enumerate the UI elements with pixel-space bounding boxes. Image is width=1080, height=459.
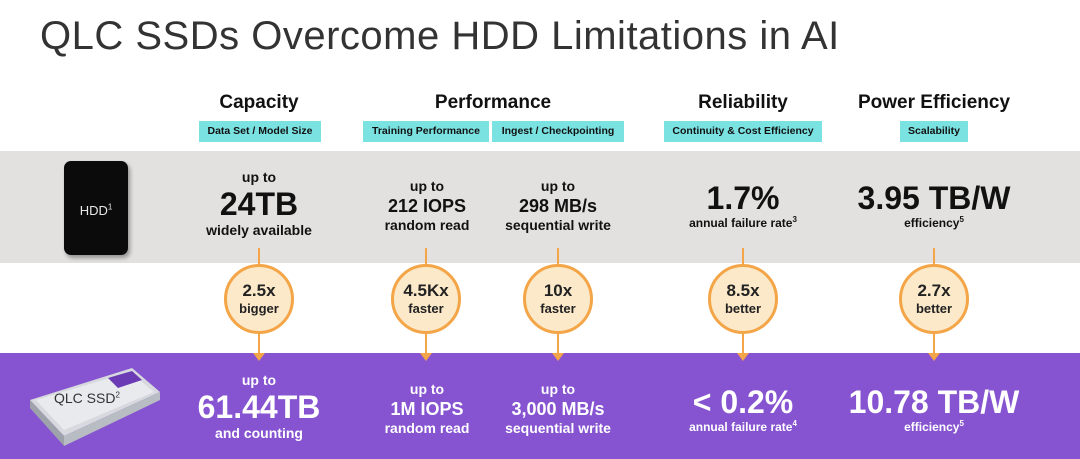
ssd-device-label: QLC SSD2 xyxy=(54,390,120,406)
training-performance-tag: Training Performance xyxy=(363,121,489,142)
comparison-value: 4.5Kx xyxy=(403,281,449,300)
ssd-seq-value: 3,000 MB/s xyxy=(511,399,605,419)
hdd-seq-label: sequential write xyxy=(505,217,611,233)
reliability-comparison-badge: 8.5x better xyxy=(708,264,778,334)
comparison-value: 10x xyxy=(543,281,573,300)
hdd-iops-stat: up to 212 IOPS random read xyxy=(385,178,470,234)
ssd-iops-pre: up to xyxy=(409,381,445,397)
hdd-seq-value: 298 MB/s xyxy=(518,196,598,216)
ssd-power-stat: 10.78 TB/W efficiency5 xyxy=(849,384,1020,435)
hdd-power-value: 3.95 TB/W xyxy=(857,180,1011,216)
hdd-device-label: HDD1 xyxy=(79,202,113,218)
capacity-heading: Capacity xyxy=(219,92,299,113)
capacity-comparison-badge: 2.5x bigger xyxy=(224,264,294,334)
hdd-capacity-stat: up to 24TB widely available xyxy=(206,169,312,239)
reliability-heading: Reliability xyxy=(698,92,788,113)
arrow-down-icon xyxy=(928,353,940,361)
hdd-power-stat: 3.95 TB/W efficiency5 xyxy=(858,180,1011,231)
comparison-value: 2.5x xyxy=(242,281,276,300)
capacity-tag: Data Set / Model Size xyxy=(199,121,321,142)
comparison-label: better xyxy=(915,301,953,316)
ssd-power-label: efficiency5 xyxy=(904,419,964,435)
hdd-reliability-value: 1.7% xyxy=(706,180,780,216)
ingest-checkpointing-tag: Ingest / Checkpointing xyxy=(492,121,624,142)
power-comparison-badge: 2.7x better xyxy=(899,264,969,334)
ssd-iops-value: 1M IOPS xyxy=(390,399,464,419)
arrow-down-icon xyxy=(420,353,432,361)
ssd-seq-label: sequential write xyxy=(505,420,611,436)
hdd-reliability-label: annual failure rate3 xyxy=(689,215,797,231)
ssd-seq-stat: up to 3,000 MB/s sequential write xyxy=(505,381,611,437)
comparison-label: faster xyxy=(540,301,576,316)
performance-heading: Performance xyxy=(434,92,552,113)
hdd-seq-pre: up to xyxy=(540,178,576,194)
arrow-down-icon xyxy=(552,353,564,361)
hdd-power-label: efficiency5 xyxy=(904,215,964,231)
ssd-seq-pre: up to xyxy=(540,381,576,397)
ssd-capacity-label: and counting xyxy=(215,425,303,441)
power-efficiency-heading: Power Efficiency xyxy=(857,92,1011,113)
hdd-iops-label: random read xyxy=(384,217,470,233)
ssd-reliability-stat: < 0.2% annual failure rate4 xyxy=(689,384,797,435)
comparison-label: better xyxy=(724,301,762,316)
ssd-power-value: 10.78 TB/W xyxy=(848,384,1020,420)
arrow-down-icon xyxy=(253,353,265,361)
comparison-value: 8.5x xyxy=(726,281,760,300)
hdd-reliability-stat: 1.7% annual failure rate3 xyxy=(689,180,797,231)
ssd-iops-label: random read xyxy=(384,420,470,436)
hdd-iops-value: 212 IOPS xyxy=(387,196,467,216)
arrow-down-icon xyxy=(737,353,749,361)
hdd-capacity-value: 24TB xyxy=(219,186,299,222)
ssd-reliability-label: annual failure rate4 xyxy=(689,419,797,435)
ssd-device-icon xyxy=(30,368,160,446)
hdd-device-icon: HDD1 xyxy=(64,161,128,255)
ssd-capacity-stat: up to 61.44TB and counting xyxy=(198,372,321,442)
ssd-reliability-value: < 0.2% xyxy=(692,384,794,420)
hdd-capacity-pre: up to xyxy=(241,169,277,185)
ssd-iops-stat: up to 1M IOPS random read xyxy=(385,381,470,437)
hdd-capacity-label: widely available xyxy=(206,222,312,238)
seq-comparison-badge: 10x faster xyxy=(523,264,593,334)
continuity-cost-efficiency-tag: Continuity & Cost Efficiency xyxy=(664,121,822,142)
hdd-seq-stat: up to 298 MB/s sequential write xyxy=(505,178,611,234)
page-title: QLC SSDs Overcome HDD Limitations in AI xyxy=(40,14,840,58)
comparison-label: bigger xyxy=(239,301,279,316)
iops-comparison-badge: 4.5Kx faster xyxy=(391,264,461,334)
hdd-band xyxy=(0,151,1080,263)
ssd-capacity-pre: up to xyxy=(241,372,277,388)
hdd-iops-pre: up to xyxy=(409,178,445,194)
ssd-capacity-value: 61.44TB xyxy=(197,389,321,425)
comparison-label: faster xyxy=(408,301,444,316)
ssd-band xyxy=(0,353,1080,459)
scalability-tag: Scalability xyxy=(900,121,968,142)
comparison-value: 2.7x xyxy=(917,281,951,300)
